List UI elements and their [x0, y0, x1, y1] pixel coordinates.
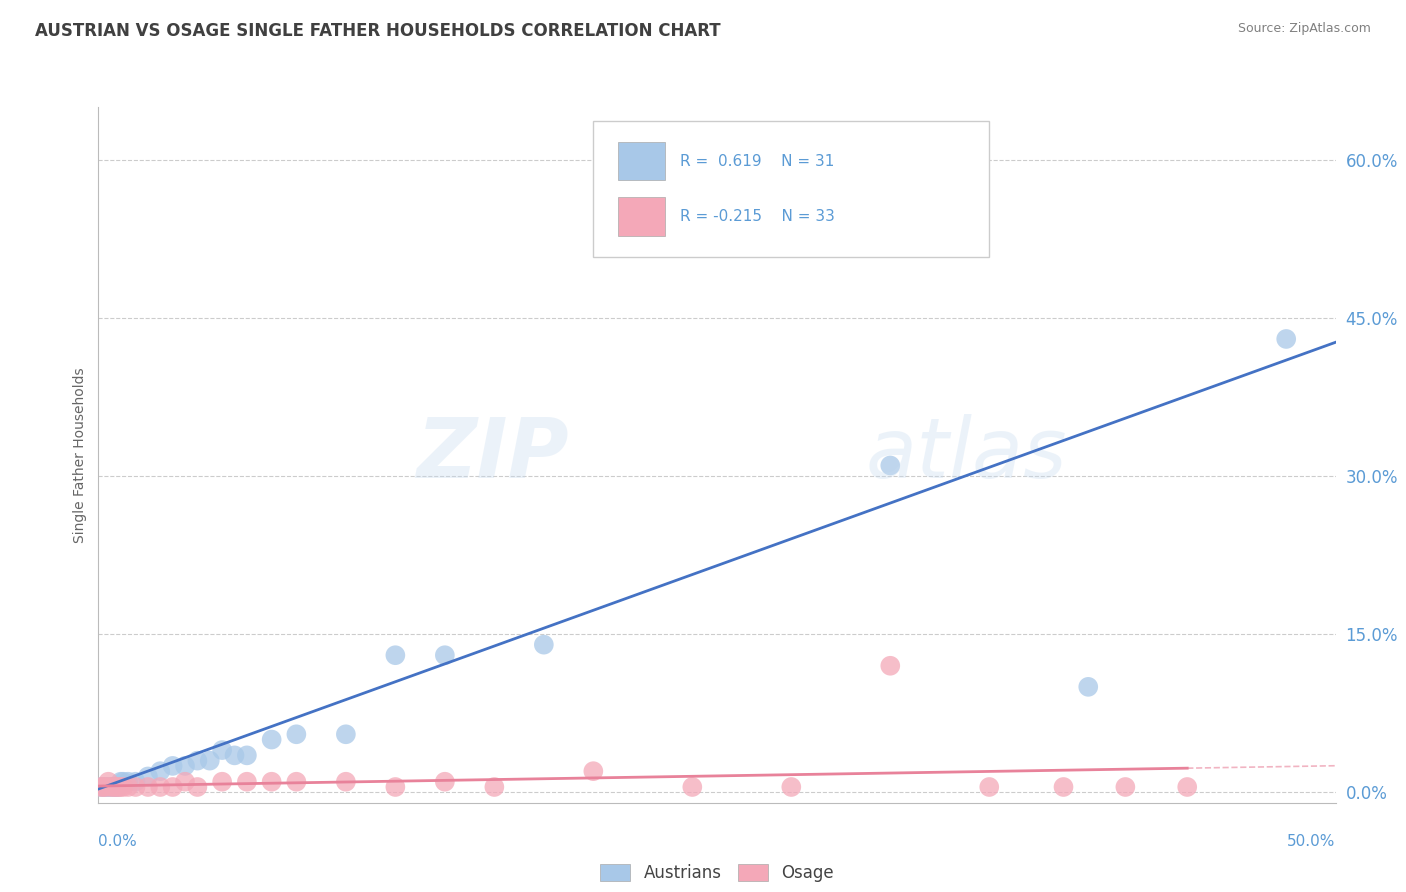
Point — [149, 764, 172, 779]
Point — [110, 774, 132, 789]
Text: Source: ZipAtlas.com: Source: ZipAtlas.com — [1237, 22, 1371, 36]
Point — [174, 774, 197, 789]
Text: R =  0.619    N = 31: R = 0.619 N = 31 — [681, 153, 834, 169]
Text: 0.0%: 0.0% — [98, 834, 138, 849]
Text: R = -0.215    N = 33: R = -0.215 N = 33 — [681, 210, 835, 225]
Legend: Austrians, Osage: Austrians, Osage — [593, 857, 841, 888]
Point — [97, 780, 120, 794]
Point — [979, 780, 1001, 794]
Point — [1114, 780, 1136, 794]
Point — [484, 780, 506, 794]
Point — [162, 780, 184, 794]
Point — [582, 764, 605, 779]
Point — [879, 658, 901, 673]
Text: atlas: atlas — [866, 415, 1067, 495]
Point — [533, 638, 555, 652]
Point — [433, 648, 456, 663]
Point — [110, 780, 132, 794]
Point — [186, 780, 208, 794]
Text: AUSTRIAN VS OSAGE SINGLE FATHER HOUSEHOLDS CORRELATION CHART: AUSTRIAN VS OSAGE SINGLE FATHER HOUSEHOL… — [35, 22, 721, 40]
Point — [211, 743, 233, 757]
Point — [174, 759, 197, 773]
Point — [681, 780, 703, 794]
Point — [124, 774, 146, 789]
Point — [236, 774, 259, 789]
Point — [162, 759, 184, 773]
Point — [117, 774, 139, 789]
Point — [100, 780, 122, 794]
Point — [104, 780, 127, 794]
Point — [94, 780, 117, 794]
Point — [186, 754, 208, 768]
Point — [97, 774, 120, 789]
Point — [285, 774, 308, 789]
Point — [1052, 780, 1074, 794]
Point — [260, 732, 283, 747]
Point — [335, 774, 357, 789]
Point — [260, 774, 283, 789]
Point — [107, 780, 129, 794]
Point — [236, 748, 259, 763]
Point — [124, 780, 146, 794]
Point — [112, 780, 135, 794]
Point — [149, 780, 172, 794]
Point — [90, 780, 112, 794]
Text: 50.0%: 50.0% — [1288, 834, 1336, 849]
FancyBboxPatch shape — [619, 142, 665, 180]
Point — [433, 774, 456, 789]
Point — [136, 769, 159, 783]
Text: ZIP: ZIP — [416, 415, 568, 495]
Point — [780, 780, 803, 794]
Point — [103, 780, 125, 794]
FancyBboxPatch shape — [619, 197, 665, 235]
Point — [112, 774, 135, 789]
Point — [94, 780, 117, 794]
Point — [100, 780, 122, 794]
Point — [90, 780, 112, 794]
Point — [384, 648, 406, 663]
Point — [706, 205, 728, 219]
Point — [1077, 680, 1099, 694]
Point — [224, 748, 246, 763]
Point — [93, 780, 115, 794]
Point — [107, 780, 129, 794]
Point — [117, 780, 139, 794]
Point — [211, 774, 233, 789]
Point — [1175, 780, 1198, 794]
Point — [879, 458, 901, 473]
Point — [1275, 332, 1298, 346]
Point — [384, 780, 406, 794]
Y-axis label: Single Father Households: Single Father Households — [73, 368, 87, 542]
Point — [104, 780, 127, 794]
Point — [93, 780, 115, 794]
Point — [136, 780, 159, 794]
Point — [103, 780, 125, 794]
Point — [285, 727, 308, 741]
Point — [198, 754, 221, 768]
Point — [335, 727, 357, 741]
FancyBboxPatch shape — [593, 121, 990, 257]
